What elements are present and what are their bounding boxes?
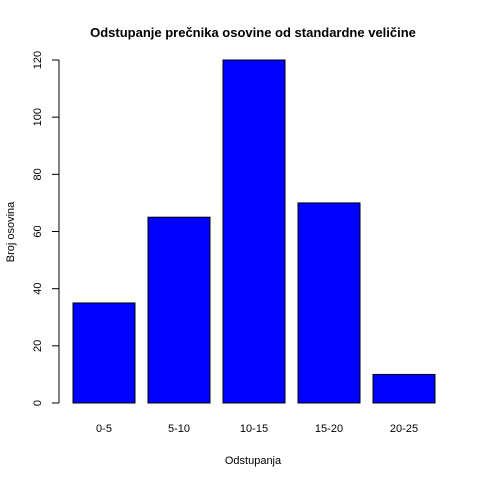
bar-0-5 xyxy=(72,302,136,404)
y-tick-label: 100 xyxy=(32,108,44,126)
bars-group xyxy=(72,59,436,404)
x-tick-label: 0-5 xyxy=(96,423,112,435)
y-tick-label: 40 xyxy=(32,283,44,295)
bar-15-20 xyxy=(297,202,361,404)
chart-title: Odstupanje prečnika osovine od standardn… xyxy=(90,25,416,40)
y-tick-label: 80 xyxy=(32,168,44,180)
y-tick-label: 60 xyxy=(32,225,44,237)
bar-20-25 xyxy=(372,373,436,404)
x-tick-label: 15-20 xyxy=(315,423,343,435)
y-tick-label: 20 xyxy=(32,340,44,352)
bar-10-15 xyxy=(222,59,286,404)
bar-5-10 xyxy=(147,216,211,404)
y-tick-label: 0 xyxy=(32,400,44,406)
y-axis-label: Broj osovina xyxy=(5,201,17,262)
x-tick-label: 5-10 xyxy=(168,423,190,435)
y-tick-label: 120 xyxy=(32,51,44,69)
x-axis-label: Odstupanja xyxy=(225,455,282,467)
x-tick-label: 10-15 xyxy=(240,423,268,435)
y-ticks-group: 0 20 40 60 80 100 120 xyxy=(32,51,59,406)
x-ticks-group: 0-5 5-10 10-15 15-20 20-25 xyxy=(96,423,418,435)
x-tick-label: 20-25 xyxy=(390,423,418,435)
